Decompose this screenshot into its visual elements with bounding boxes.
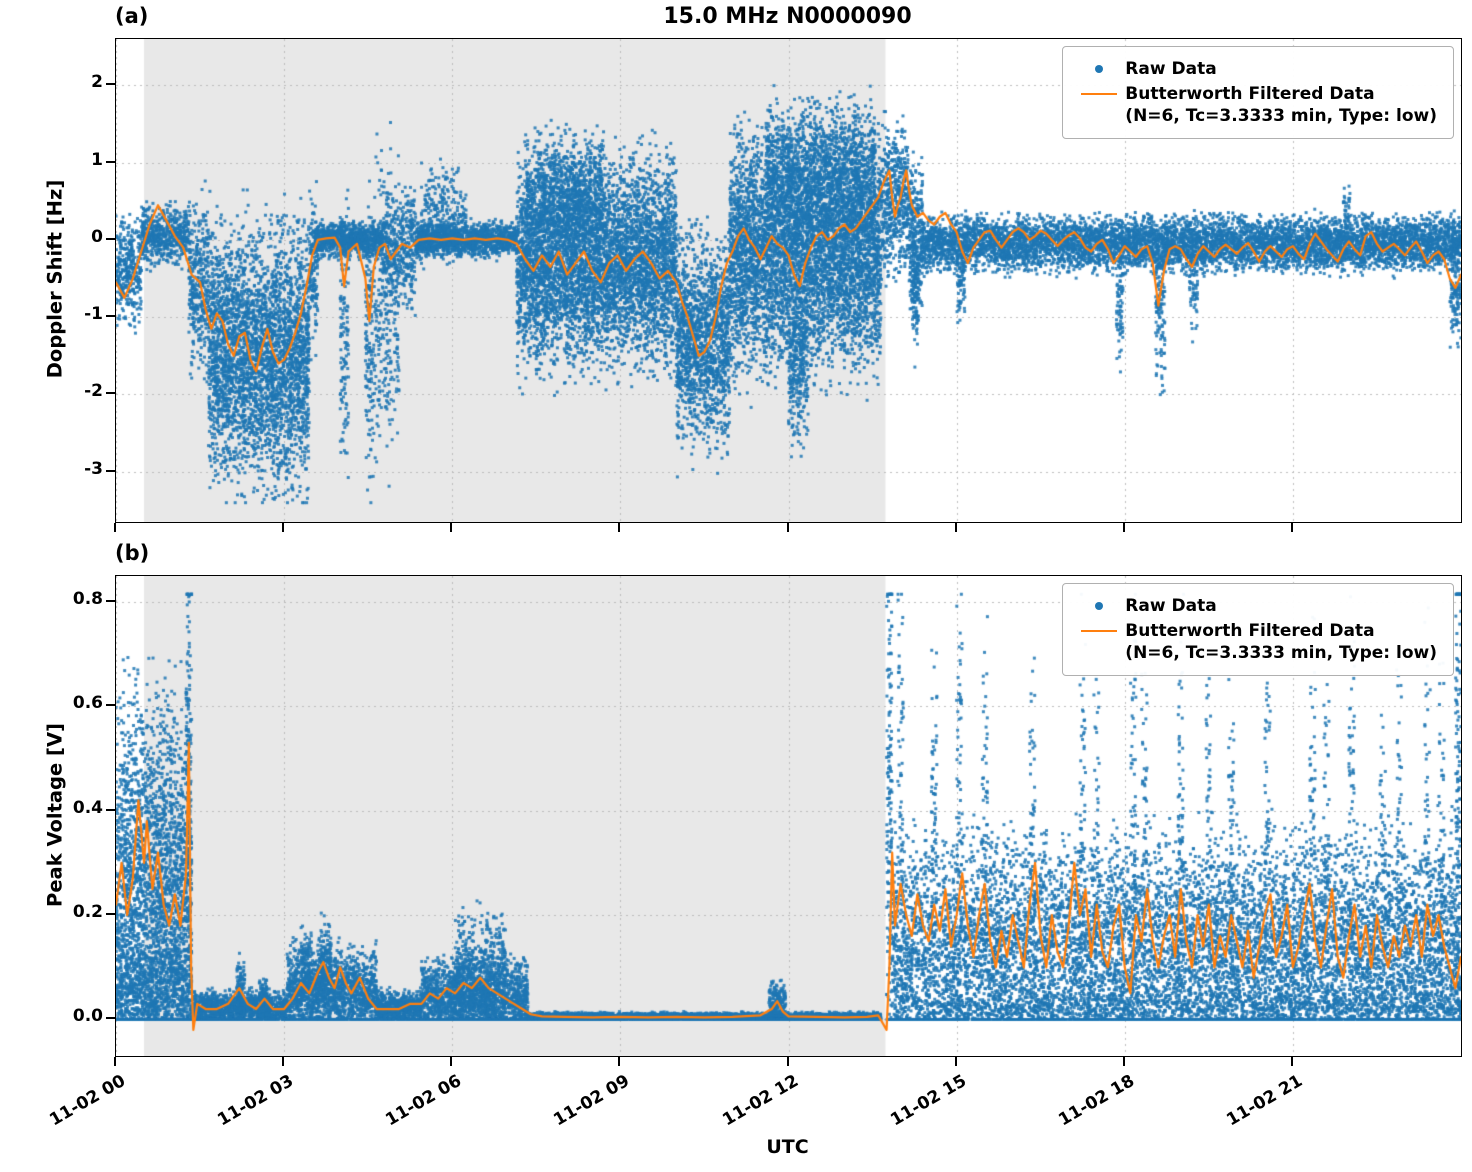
y-tick-label: 0.6 bbox=[72, 693, 103, 714]
panel-a-legend: Raw Data Butterworth Filtered Data (N=6,… bbox=[1062, 46, 1454, 140]
panel-b-label: (b) bbox=[115, 541, 150, 565]
y-tick-label: -3 bbox=[84, 458, 103, 479]
raw-data-marker-icon bbox=[1073, 58, 1125, 80]
legend-row-filtered: Butterworth Filtered Data (N=6, Tc=3.333… bbox=[1073, 83, 1437, 127]
x-tick-mark bbox=[114, 1057, 116, 1066]
x-tick-mark bbox=[114, 523, 116, 532]
y-tick-mark bbox=[106, 237, 115, 240]
x-tick-mark bbox=[786, 1057, 789, 1066]
x-tick-mark bbox=[954, 523, 957, 532]
figure-title: 15.0 MHz N0000090 bbox=[663, 4, 912, 29]
y-tick-mark bbox=[106, 83, 115, 86]
legend-filtered-sublabel: (N=6, Tc=3.3333 min, Type: low) bbox=[1125, 643, 1437, 664]
legend-filtered-label: Butterworth Filtered Data bbox=[1125, 621, 1375, 642]
y-tick-mark bbox=[106, 160, 115, 163]
panel-a-label: (a) bbox=[115, 4, 149, 28]
legend-raw-label: Raw Data bbox=[1125, 596, 1217, 616]
y-tick-label: 0.0 bbox=[72, 1006, 103, 1027]
x-tick-mark bbox=[618, 523, 621, 532]
panel-a-y-axis-label: Doppler Shift [Hz] bbox=[43, 179, 67, 379]
x-tick-mark bbox=[450, 523, 453, 532]
filtered-line-marker-icon bbox=[1073, 620, 1125, 642]
y-tick-label: -1 bbox=[84, 304, 103, 325]
y-tick-mark bbox=[106, 469, 115, 472]
y-tick-mark bbox=[106, 600, 115, 603]
legend-row-raw: Raw Data bbox=[1073, 595, 1437, 617]
y-tick-label: 0.2 bbox=[72, 902, 103, 923]
filtered-line-marker-icon bbox=[1073, 83, 1125, 105]
legend-row-filtered: Butterworth Filtered Data (N=6, Tc=3.333… bbox=[1073, 620, 1437, 664]
x-tick-mark bbox=[1290, 523, 1293, 532]
y-tick-mark bbox=[106, 704, 115, 707]
x-tick-mark bbox=[282, 1057, 285, 1066]
y-tick-label: 0 bbox=[91, 226, 103, 247]
y-tick-label: 2 bbox=[91, 72, 103, 93]
x-tick-label: 11-02 00 bbox=[46, 1071, 129, 1131]
x-tick-mark bbox=[1290, 1057, 1293, 1066]
x-tick-mark bbox=[618, 1057, 621, 1066]
y-tick-label: -2 bbox=[84, 381, 103, 402]
x-tick-mark bbox=[1122, 1057, 1125, 1066]
y-tick-mark bbox=[106, 913, 115, 916]
x-axis-label: UTC bbox=[766, 1136, 809, 1158]
x-tick-mark bbox=[450, 1057, 453, 1066]
legend-filtered-label: Butterworth Filtered Data bbox=[1125, 84, 1375, 105]
y-tick-mark bbox=[106, 808, 115, 811]
x-tick-mark bbox=[786, 523, 789, 532]
x-tick-mark bbox=[1122, 523, 1125, 532]
y-tick-label: 1 bbox=[91, 149, 103, 170]
y-tick-label: 0.8 bbox=[72, 589, 103, 610]
panel-b-plot-area: Raw Data Butterworth Filtered Data (N=6,… bbox=[115, 575, 1462, 1057]
legend-row-raw: Raw Data bbox=[1073, 58, 1437, 80]
y-tick-mark bbox=[106, 315, 115, 318]
legend-filtered-sublabel: (N=6, Tc=3.3333 min, Type: low) bbox=[1125, 106, 1437, 127]
y-tick-mark bbox=[106, 1017, 115, 1020]
legend-raw-label: Raw Data bbox=[1125, 59, 1217, 79]
x-tick-mark bbox=[954, 1057, 957, 1066]
x-tick-mark bbox=[282, 523, 285, 532]
y-tick-mark bbox=[106, 392, 115, 395]
panel-b-legend: Raw Data Butterworth Filtered Data (N=6,… bbox=[1062, 583, 1454, 677]
y-tick-label: 0.4 bbox=[72, 797, 103, 818]
panel-a-plot-area: Raw Data Butterworth Filtered Data (N=6,… bbox=[115, 38, 1462, 523]
raw-data-marker-icon bbox=[1073, 595, 1125, 617]
